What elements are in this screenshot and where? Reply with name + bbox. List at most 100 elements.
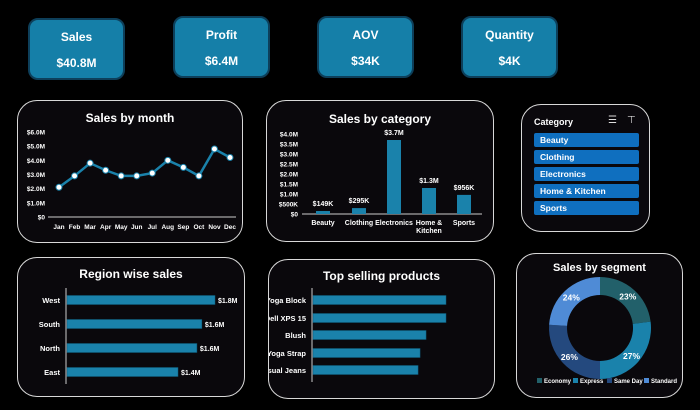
x-tick-label: Sep bbox=[177, 224, 189, 231]
data-point bbox=[102, 166, 110, 174]
x-tick-label: May bbox=[115, 224, 128, 231]
legend-label: Express bbox=[580, 379, 604, 385]
y-tick-label: $5.0M bbox=[27, 144, 45, 151]
bar bbox=[422, 188, 436, 214]
data-point bbox=[133, 172, 141, 180]
y-tick-label: $3.0M bbox=[280, 152, 298, 159]
top-products-chart: Yoga Block Dell XPS 15 Blush Yoga Strap Casu… bbox=[269, 288, 447, 382]
category-label: South bbox=[39, 320, 61, 329]
data-point bbox=[210, 145, 218, 153]
kpi-value: $6.4M bbox=[204, 54, 239, 68]
sales-by-segment-chart: 23% 27% 26% 24% Economy Express Same Day Standa… bbox=[537, 277, 677, 385]
data-point bbox=[195, 172, 203, 180]
category-label: East bbox=[44, 368, 60, 377]
y-tick-label: $3.0M bbox=[27, 172, 45, 179]
region-sales-panel: West $1.8M South $1.6M North $1.6M East $1.4M R… bbox=[17, 257, 245, 397]
bar bbox=[66, 367, 179, 377]
y-tick-label: $1.0M bbox=[27, 200, 45, 207]
clear-filter-icon[interactable]: ⊤ bbox=[627, 115, 636, 126]
bar bbox=[66, 343, 198, 353]
bar bbox=[66, 319, 203, 329]
y-tick-label: $4.0M bbox=[280, 132, 298, 139]
chart-title: Sales by month bbox=[85, 111, 175, 125]
sales-by-category-panel: $0 $500K $1.0M $1.5M $2.0M $2.5M $3.0M $3.5M $4.… bbox=[266, 100, 494, 242]
x-tick-label: Home & bbox=[416, 220, 442, 227]
kpi-title: Profit bbox=[205, 28, 238, 42]
legend-swatch bbox=[537, 378, 542, 383]
category-slicer: Category ☰ ⊤ Beauty Clothing Electronics… bbox=[521, 104, 650, 232]
region-sales-chart: West $1.8M South $1.6M North $1.6M East $1.4M bbox=[39, 288, 238, 384]
x-tick-label: Jun bbox=[131, 224, 143, 231]
data-label: $1.8M bbox=[218, 298, 238, 305]
chart-title: Sales by segment bbox=[553, 262, 646, 274]
kpi-value: $34K bbox=[351, 54, 380, 68]
legend-label: Same Day bbox=[614, 379, 643, 385]
kpi-card-sales: Sales $40.8M bbox=[28, 18, 125, 80]
data-label: 27% bbox=[623, 351, 640, 361]
x-tick-label: Apr bbox=[100, 224, 112, 231]
bar bbox=[312, 295, 447, 305]
donut-slice bbox=[600, 321, 651, 379]
bar bbox=[387, 140, 401, 214]
data-label: $1.3M bbox=[419, 178, 439, 185]
bar bbox=[312, 348, 421, 358]
y-tick-label: $2.5M bbox=[280, 162, 298, 169]
kpi-card-quantity: Quantity $4K bbox=[461, 16, 558, 78]
data-label: 24% bbox=[563, 292, 580, 302]
y-tick-label: $4.0M bbox=[27, 158, 45, 165]
y-tick-label: $1.5M bbox=[280, 182, 298, 189]
category-label: Yoga Block bbox=[269, 296, 307, 305]
y-tick-label: $500K bbox=[279, 202, 298, 209]
slicer-item-beauty[interactable]: Beauty bbox=[534, 133, 639, 147]
donut-slice bbox=[549, 324, 600, 379]
kpi-value: $4K bbox=[498, 54, 521, 68]
data-label: 23% bbox=[619, 291, 636, 301]
data-point bbox=[86, 159, 94, 167]
slicer-item-clothing[interactable]: Clothing bbox=[534, 150, 639, 164]
kpi-card-profit: Profit $6.4M bbox=[173, 16, 270, 78]
data-label: $1.6M bbox=[200, 346, 220, 353]
category-label: Blush bbox=[285, 331, 306, 340]
y-tick-label: $6.0M bbox=[27, 130, 45, 137]
sales-by-segment-panel: 23% 27% 26% 24% Economy Express Same Day Standa… bbox=[516, 253, 683, 398]
donut-slice bbox=[549, 277, 600, 326]
kpi-title: AOV bbox=[352, 28, 379, 42]
chart-title: Region wise sales bbox=[79, 267, 183, 281]
kpi-title: Quantity bbox=[485, 28, 534, 42]
slicer-item-electronics[interactable]: Electronics bbox=[534, 167, 639, 181]
sales-by-month-panel: $0 $1.0M $2.0M $3.0M $4.0M $5.0M $6.0M Jan Feb Ma… bbox=[17, 100, 243, 243]
legend-swatch bbox=[573, 378, 578, 383]
y-tick-label: $0 bbox=[291, 212, 299, 219]
x-tick-label: Dec bbox=[224, 224, 236, 231]
x-tick-label: Sports bbox=[453, 220, 475, 227]
legend-swatch bbox=[644, 378, 649, 383]
x-tick-label: Aug bbox=[161, 224, 174, 231]
bar bbox=[66, 295, 216, 305]
x-tick-label: Clothing bbox=[345, 220, 373, 227]
x-tick-label: Nov bbox=[208, 224, 221, 231]
x-tick-label: Jul bbox=[148, 224, 158, 231]
multi-select-icon[interactable]: ☰ bbox=[608, 115, 617, 126]
category-label: North bbox=[40, 344, 60, 353]
data-label: $956K bbox=[454, 185, 475, 192]
y-tick-label: $2.0M bbox=[27, 186, 45, 193]
data-point bbox=[55, 183, 63, 191]
data-point bbox=[148, 169, 156, 177]
chart-title: Sales by category bbox=[328, 112, 432, 126]
y-tick-label: $0 bbox=[38, 215, 46, 222]
bar bbox=[316, 211, 330, 214]
bar bbox=[312, 330, 427, 340]
kpi-card-aov: AOV $34K bbox=[317, 16, 414, 78]
slicer-item-home-kitchen[interactable]: Home & Kitchen bbox=[534, 184, 639, 198]
y-tick-label: $2.0M bbox=[280, 172, 298, 179]
data-label: $295K bbox=[349, 198, 370, 205]
top-products-panel: Yoga Block Dell XPS 15 Blush Yoga Strap Casu… bbox=[268, 259, 495, 399]
donut-slice bbox=[600, 277, 651, 324]
slicer-title: Category bbox=[534, 117, 574, 127]
x-tick-label: Oct bbox=[193, 224, 205, 231]
category-label: West bbox=[42, 296, 60, 305]
x-tick-label: Jan bbox=[53, 224, 64, 231]
category-label: Casual Jeans bbox=[269, 366, 306, 375]
slicer-item-sports[interactable]: Sports bbox=[534, 201, 639, 215]
